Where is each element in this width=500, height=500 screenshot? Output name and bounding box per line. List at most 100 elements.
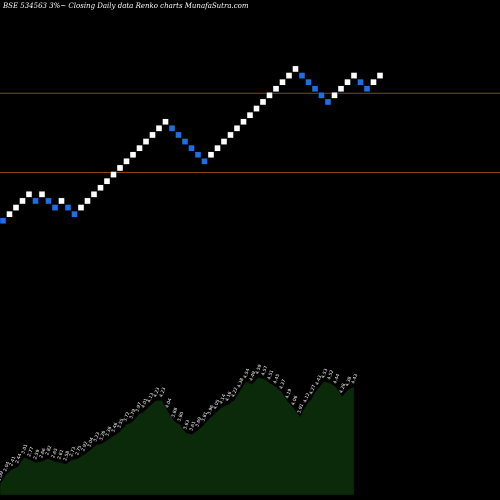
volume-label-19: 3.46 bbox=[110, 422, 119, 434]
volume-label-53: 4.43 bbox=[314, 374, 323, 386]
volume-label-12: 2.73 bbox=[68, 446, 77, 458]
brick-31 bbox=[201, 158, 208, 165]
volume-label-44: 4.57 bbox=[260, 365, 269, 377]
volume-label-23: 3.97 bbox=[134, 401, 143, 413]
volume-label-47: 4.37 bbox=[278, 378, 287, 390]
volume-label-22: 3.79 bbox=[128, 408, 137, 420]
brick-28 bbox=[181, 138, 189, 145]
brick-3 bbox=[19, 197, 26, 205]
brick-30 bbox=[194, 151, 202, 158]
volume-label-39: 4.22 bbox=[230, 387, 239, 399]
brick-47 bbox=[305, 78, 312, 86]
volume-label-11: 2.58 bbox=[62, 450, 71, 462]
brick-43 bbox=[279, 78, 286, 86]
brick-26 bbox=[168, 125, 176, 132]
volume-label-43: 4.59 bbox=[254, 364, 263, 376]
volume-label-52: 4.27 bbox=[308, 384, 317, 396]
brick-9 bbox=[58, 197, 65, 205]
volume-label-37: 4.14 bbox=[218, 393, 227, 405]
volume-label-25: 4.13 bbox=[146, 392, 155, 404]
brick-54 bbox=[350, 72, 358, 79]
volume-label-45: 4.51 bbox=[266, 369, 275, 381]
volume-label-13: 2.75 bbox=[74, 445, 83, 457]
brick-52 bbox=[337, 85, 345, 92]
volume-label-6: 2.59 bbox=[32, 449, 41, 461]
brick-16 bbox=[103, 177, 111, 185]
reference-lines bbox=[0, 92, 500, 173]
volume-label-59: 4.43 bbox=[350, 373, 359, 385]
volume-label-41: 4.54 bbox=[242, 368, 251, 380]
volume-label-31: 3.63 bbox=[182, 419, 191, 431]
brick-38 bbox=[246, 111, 254, 119]
volume-label-0: 1.09 bbox=[0, 470, 5, 482]
brick-0 bbox=[0, 217, 7, 224]
volume-label-51: 4.12 bbox=[302, 392, 311, 404]
brick-27 bbox=[175, 131, 182, 139]
brick-12 bbox=[77, 204, 85, 211]
volume-label-7: 2.66 bbox=[38, 447, 47, 459]
brick-49 bbox=[318, 92, 325, 99]
volume-label-8: 2.82 bbox=[44, 445, 53, 457]
brick-34 bbox=[220, 138, 228, 145]
brick-29 bbox=[188, 144, 195, 152]
brick-53 bbox=[344, 78, 351, 86]
brick-37 bbox=[240, 118, 247, 125]
brick-14 bbox=[90, 191, 98, 198]
volume-label-15: 3.04 bbox=[86, 437, 95, 449]
volume-label-1: 2.04 bbox=[2, 461, 11, 473]
brick-5 bbox=[32, 197, 39, 205]
brick-19 bbox=[123, 158, 130, 165]
volume-label-58: 4.38 bbox=[344, 376, 353, 388]
volume-label-20: 3.55 bbox=[116, 418, 125, 430]
volume-label-26: 4.23 bbox=[152, 387, 161, 399]
brick-35 bbox=[227, 131, 234, 139]
brick-4 bbox=[25, 191, 33, 198]
brick-32 bbox=[207, 151, 215, 158]
volume-label-34: 3.81 bbox=[200, 411, 209, 423]
volume-label-3: 2.44 bbox=[14, 453, 23, 465]
brick-51 bbox=[331, 92, 338, 99]
brick-36 bbox=[233, 125, 241, 132]
volume-label-32: 3.61 bbox=[188, 420, 197, 432]
brick-58 bbox=[376, 72, 384, 79]
brick-45 bbox=[292, 65, 299, 73]
volume-label-16: 3.23 bbox=[92, 431, 101, 443]
volume-label-4: 3.01 bbox=[20, 443, 29, 455]
brick-23 bbox=[149, 131, 156, 139]
volume-label-46: 4.45 bbox=[272, 373, 281, 385]
brick-22 bbox=[142, 138, 150, 145]
brick-17 bbox=[110, 171, 117, 178]
volume-area-path bbox=[0, 377, 355, 496]
brick-10 bbox=[64, 204, 72, 211]
volume-label-48: 4.19 bbox=[284, 388, 293, 400]
brick-42 bbox=[272, 85, 280, 92]
volume-area bbox=[0, 377, 355, 496]
volume-label-50: 3.91 bbox=[296, 403, 305, 415]
brick-40 bbox=[259, 98, 267, 106]
volume-label-30: 3.80 bbox=[176, 411, 185, 423]
volume-label-38: 4.16 bbox=[224, 391, 233, 403]
volume-label-24: 4.01 bbox=[140, 397, 149, 409]
volume-label-9: 2.65 bbox=[50, 447, 59, 459]
brick-21 bbox=[136, 144, 143, 152]
volume-label-55: 4.52 bbox=[326, 369, 335, 381]
volume-label-49: 4.06 bbox=[290, 395, 299, 407]
brick-39 bbox=[253, 105, 260, 112]
volume-label-56: 4.44 bbox=[332, 373, 341, 385]
brick-57 bbox=[370, 78, 377, 86]
chart-title: BSE 534563 3%~ Closing Daily data Renko … bbox=[2, 2, 249, 10]
brick-20 bbox=[129, 151, 137, 158]
volume-label-29: 3.88 bbox=[170, 407, 179, 419]
brick-13 bbox=[84, 197, 91, 205]
brick-11 bbox=[71, 210, 78, 218]
volume-label-33: 3.69 bbox=[194, 416, 203, 428]
brick-41 bbox=[266, 92, 273, 99]
renko-bricks bbox=[0, 65, 384, 224]
brick-8 bbox=[51, 204, 59, 211]
volume-label-57: 4.28 bbox=[338, 383, 347, 395]
volume-label-17: 3.26 bbox=[98, 430, 107, 442]
volume-label-5: 2.77 bbox=[26, 446, 35, 458]
volume-label-42: 4.49 bbox=[248, 370, 257, 382]
volume-label-40: 4.38 bbox=[236, 377, 245, 389]
